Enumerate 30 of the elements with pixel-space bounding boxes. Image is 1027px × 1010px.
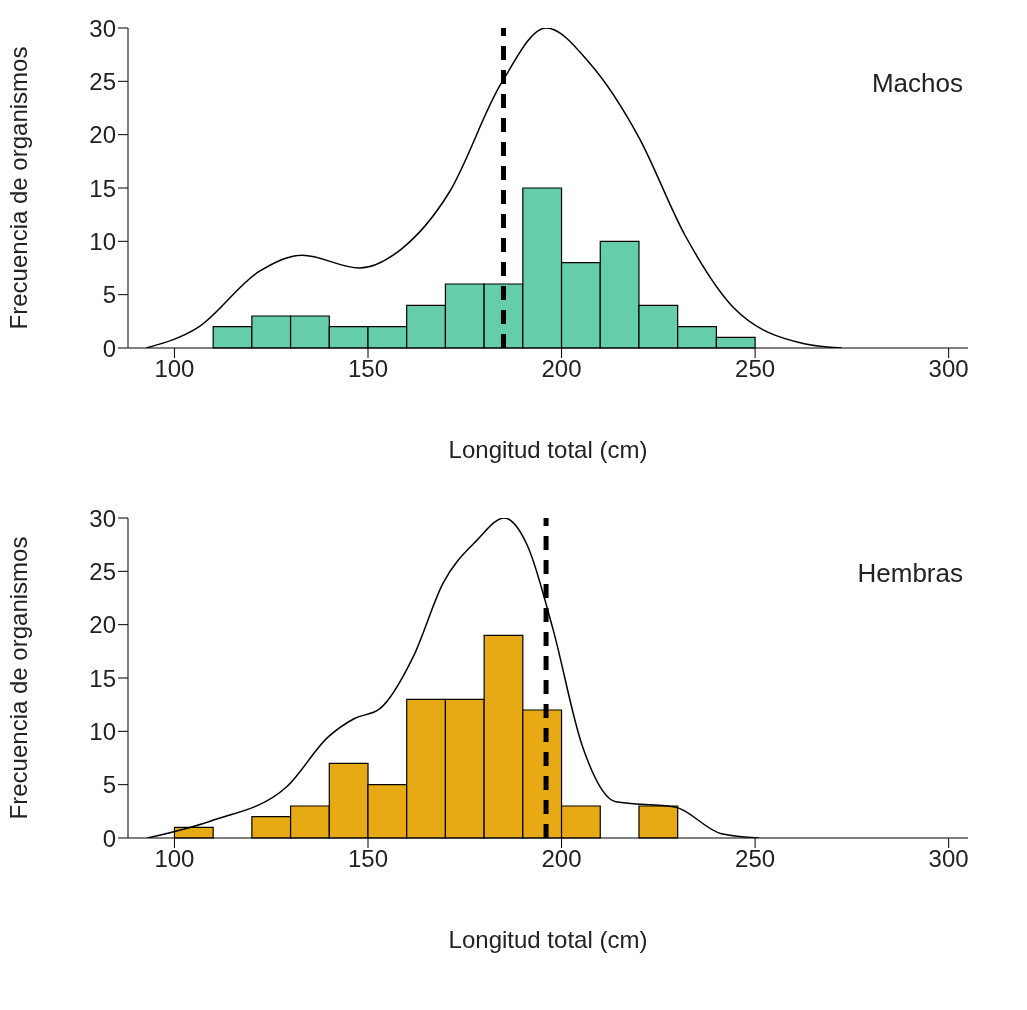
x-axis-title: Longitud total (cm) [448, 926, 648, 953]
x-axis-title: Longitud total (cm) [448, 436, 648, 463]
y-tick-label: 20 [89, 121, 116, 149]
x-tick-label: 200 [541, 845, 582, 873]
x-tick-label: 100 [154, 355, 195, 383]
y-tick-label: 5 [102, 281, 116, 309]
x-tick-label: 300 [928, 355, 969, 383]
y-tick-label: 30 [89, 14, 116, 42]
y-tick-label: 15 [89, 174, 116, 202]
x-tick-label: 200 [541, 355, 582, 383]
y-axis-title: Frecuencia de organismos [4, 46, 32, 330]
x-tick-label: 100 [154, 845, 195, 873]
x-tick-label: 300 [928, 845, 969, 873]
y-tick-label: 30 [89, 504, 116, 532]
annotation: Machos [871, 68, 963, 99]
y-tick-label: 0 [102, 824, 116, 852]
y-axis-title: Frecuencia de organismos [4, 536, 32, 820]
x-tick-label: 250 [735, 845, 776, 873]
y-tick-label: 25 [89, 557, 116, 585]
annotation: Hembras [857, 558, 963, 589]
x-tick-label: 150 [347, 845, 389, 873]
y-tick-label: 20 [89, 611, 116, 639]
x-tick-label: 150 [347, 355, 389, 383]
y-tick-label: 5 [102, 771, 116, 799]
y-tick-label: 0 [102, 334, 116, 362]
y-tick-label: 10 [89, 717, 116, 745]
y-tick-label: 10 [89, 227, 116, 255]
x-tick-label: 250 [735, 355, 776, 383]
y-tick-label: 15 [89, 664, 116, 692]
y-tick-label: 25 [89, 67, 116, 95]
